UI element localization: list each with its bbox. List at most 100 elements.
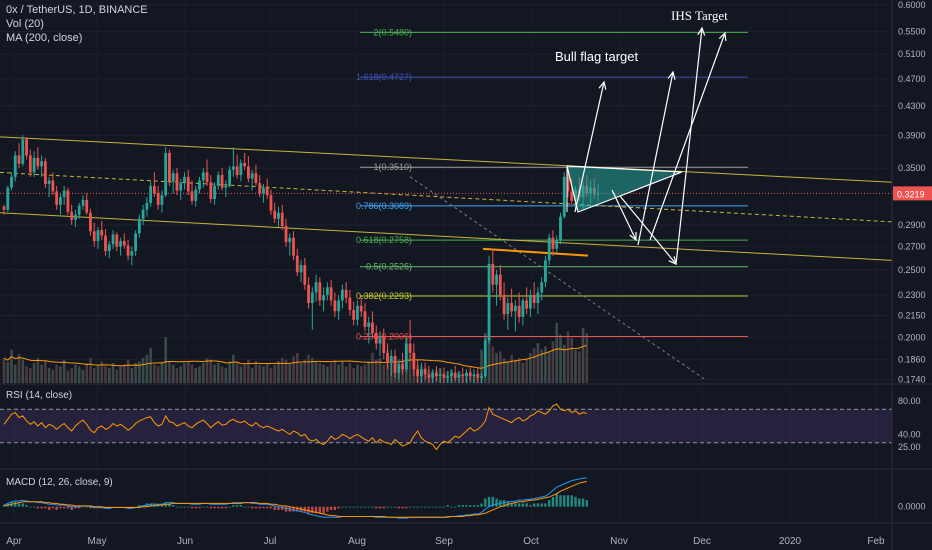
candle-body [205,172,209,183]
volume-bar [47,368,51,383]
macd-histogram-bar [438,506,442,508]
macd-histogram-bar [89,506,92,509]
price-tick-label: 0.2900 [898,220,926,230]
macd-histogram-bar [461,505,464,507]
volume-bar [525,359,528,383]
volume-bar [311,358,314,383]
rsi-indicator-label[interactable]: RSI (14, close) [6,390,73,401]
candle-body [419,369,423,377]
macd-indicator-label[interactable]: MACD (12, 26, close, 9) [6,477,113,488]
candle-body [386,352,389,363]
candle-body [122,241,126,246]
projection-arrow [574,81,605,213]
macd-histogram-bar [341,506,344,508]
macd-histogram-bar [224,506,228,509]
candle-body [344,289,348,298]
candle-body [341,289,344,301]
arrowhead [598,80,607,90]
candle-body [498,274,502,296]
volume-bar [21,359,25,383]
macd-histogram-bar [525,503,528,507]
volume-bar [499,351,502,383]
rsi-tick-label: 80.00 [898,396,921,406]
volume-bar [70,368,73,383]
volume-bar [265,363,269,383]
fib-level-label: 1.618(0.4727) [356,72,412,82]
macd-histogram-bar [401,506,404,509]
macd-histogram-bar [74,506,77,509]
volume-ma-line [3,344,587,369]
volume-bar [581,328,585,383]
candle-body [363,311,367,327]
candle-body [389,356,393,363]
candle-body [532,295,536,304]
candle-body [220,175,224,188]
macd-histogram-bar [457,505,461,507]
macd-histogram-bar [254,506,258,509]
candle-body [119,241,122,247]
volume-bar [92,368,96,383]
macd-histogram-bar [514,503,517,507]
macd-histogram-bar [183,506,186,508]
macd-histogram-bar [235,505,239,507]
macd-histogram-bar [70,506,73,510]
candle-body [559,216,562,240]
candle-body [224,185,228,188]
projection-arrow [649,32,726,241]
candle-body [288,237,292,243]
volume-bar [540,349,543,383]
candle-body [250,173,254,179]
candle-body [36,157,40,167]
volume-bar [126,359,130,383]
candle-body [70,211,74,220]
macd-histogram-bar [168,503,171,507]
macd-histogram-bar [179,506,182,508]
macd-histogram-bar [232,505,235,507]
volume-bar [247,359,250,383]
macd-histogram-bar [262,506,265,509]
volume-bar [107,368,111,383]
macd-histogram-bar [202,506,205,508]
price-tick-label: 0.2150 [898,310,926,320]
volume-bar [318,363,322,383]
macd-line [3,477,587,519]
macd-histogram-bar [228,506,231,508]
signal-line [3,480,587,518]
candle-body [179,183,183,191]
macd-histogram-bar [250,506,254,509]
candle-body [209,182,213,199]
time-tick-label: Feb [867,536,885,547]
volume-indicator-label[interactable]: Vol (20) [6,18,44,30]
macd-histogram-bar [521,503,525,507]
macd-histogram-bar [423,506,427,508]
candle-body [216,175,220,186]
candle-body [465,372,468,377]
candle-body [25,139,28,156]
candle-body [85,199,89,213]
volume-bar [40,364,43,383]
symbol-title[interactable]: 0x / TetherUS, 1D, BINANCE [6,4,148,16]
candle-body [562,176,566,217]
volume-bar [314,361,318,383]
volume-bar [374,359,378,383]
ma-indicator-label[interactable]: MA (200, close) [6,32,83,44]
candle-body [423,369,427,375]
candle-body [126,245,130,256]
macd-histogram-bar [59,506,62,509]
time-tick-label: Jul [264,536,277,547]
candle-body [325,287,329,296]
macd-histogram-bar [153,503,156,507]
macd-histogram-bar [62,506,66,509]
macd-histogram-bar [66,506,70,509]
macd-histogram-bar [382,506,385,509]
price-tick-label: 0.6000 [898,0,926,10]
volume-bar [344,366,348,383]
candle-body [62,190,66,198]
volume-bar [104,366,107,383]
macd-histogram-bar [442,506,446,508]
volume-bar [333,359,337,383]
candle-body [277,212,280,219]
candle-body [397,364,401,373]
macd-histogram-bar [32,506,36,508]
